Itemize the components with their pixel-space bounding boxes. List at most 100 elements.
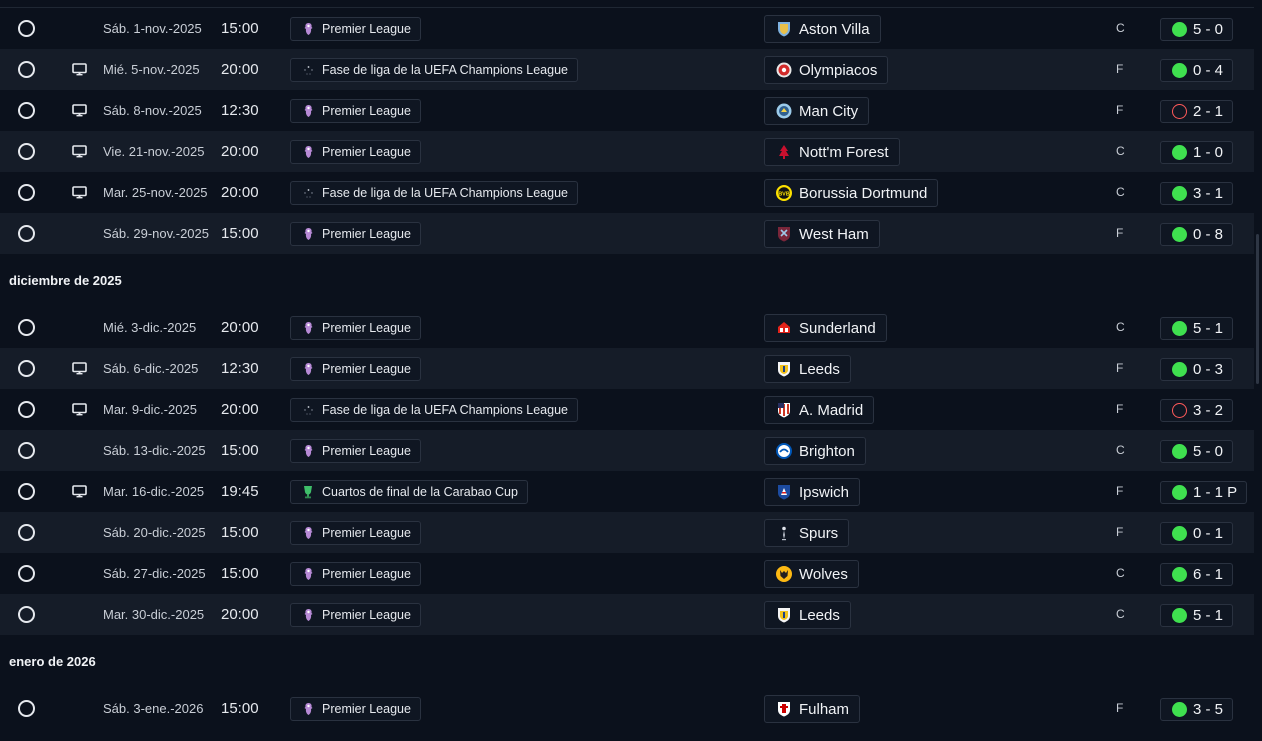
match-row[interactable]: Mar. 25-nov.-2025 20:00 Fase de liga de la… (0, 172, 1254, 213)
opponent-badge[interactable]: A. Madrid (764, 396, 875, 424)
match-row[interactable]: Mar. 9-dic.-2025 20:00 Fase de liga de la … (0, 389, 1254, 430)
venue-indicator: F (1116, 701, 1124, 715)
select-radio[interactable] (18, 184, 35, 201)
match-row[interactable]: Sáb. 29-nov.-2025 15:00 Premier League West… (0, 213, 1254, 254)
competition-badge[interactable]: Premier League (290, 521, 421, 545)
competition-badge[interactable]: Premier League (290, 562, 421, 586)
match-row[interactable]: Sáb. 13-dic.-2025 15:00 Premier League Brig… (0, 430, 1254, 471)
opponent-badge[interactable]: West Ham (764, 220, 880, 248)
match-row[interactable]: Sáb. 6-dic.-2025 12:30 Premier League Leeds… (0, 348, 1254, 389)
select-radio[interactable] (18, 524, 35, 541)
brighton-crest-icon (775, 442, 793, 460)
opponent-name: Spurs (799, 524, 839, 542)
select-radio[interactable] (18, 225, 35, 242)
select-radio[interactable] (18, 700, 35, 717)
result-badge[interactable]: 0 - 3 (1160, 358, 1234, 381)
result-badge[interactable]: 3 - 2 (1160, 399, 1234, 422)
opponent-name: Leeds (799, 606, 840, 624)
opponent-name: A. Madrid (799, 401, 864, 419)
match-date: Mié. 5-nov.-2025 (103, 62, 200, 77)
competition-badge[interactable]: Fase de liga de la UEFA Champions League (290, 398, 578, 422)
opponent-badge[interactable]: Nott'm Forest (764, 138, 900, 166)
kickoff-time: 15:00 (221, 565, 259, 582)
result-badge[interactable]: 3 - 5 (1160, 698, 1234, 721)
result-badge[interactable]: 5 - 1 (1160, 317, 1234, 340)
match-row[interactable]: Sáb. 8-nov.-2025 12:30 Premier League Man C… (0, 90, 1254, 131)
opponent-badge[interactable]: Fulham (764, 695, 861, 723)
select-radio[interactable] (18, 360, 35, 377)
match-row[interactable]: Sáb. 3-ene.-2026 15:00 Premier League Fulha… (0, 688, 1254, 729)
opponent-name: Brighton (799, 442, 855, 460)
result-badge[interactable]: 1 - 0 (1160, 141, 1234, 164)
select-radio[interactable] (18, 401, 35, 418)
spurs-crest-icon (775, 524, 793, 542)
competition-badge[interactable]: Premier League (290, 222, 421, 246)
match-score: 5 - 1 (1193, 320, 1224, 337)
select-radio[interactable] (18, 483, 35, 500)
match-row[interactable]: Sáb. 1-nov.-2025 15:00 Premier League Aston… (0, 8, 1254, 49)
competition-badge[interactable]: Premier League (290, 603, 421, 627)
opponent-badge[interactable]: Sunderland (764, 314, 887, 342)
result-badge[interactable]: 0 - 1 (1160, 522, 1234, 545)
venue-indicator: F (1116, 525, 1124, 539)
opponent-badge[interactable]: Spurs (764, 519, 850, 547)
result-badge[interactable]: 6 - 1 (1160, 563, 1234, 586)
select-radio[interactable] (18, 606, 35, 623)
competition-badge[interactable]: Premier League (290, 140, 421, 164)
win-indicator-icon (1172, 567, 1187, 582)
match-row[interactable]: Mar. 30-dic.-2025 20:00 Premier League Leed… (0, 594, 1254, 635)
match-row[interactable]: Sáb. 27-dic.-2025 15:00 Premier League Wolv… (0, 553, 1254, 594)
competition-badge[interactable]: Premier League (290, 17, 421, 41)
select-radio[interactable] (18, 61, 35, 78)
select-radio[interactable] (18, 319, 35, 336)
select-radio[interactable] (18, 143, 35, 160)
opponent-badge[interactable]: Leeds (764, 355, 851, 383)
result-badge[interactable]: 5 - 1 (1160, 604, 1234, 627)
select-radio[interactable] (18, 102, 35, 119)
opponent-badge[interactable]: Ipswich (764, 478, 861, 506)
competition-badge[interactable]: Premier League (290, 316, 421, 340)
opponent-badge[interactable]: Leeds (764, 601, 851, 629)
month-heading: diciembre de 2025 (9, 273, 122, 288)
scrollbar[interactable] (1256, 234, 1259, 384)
competition-badge[interactable]: Cuartos de final de la Carabao Cup (290, 480, 528, 504)
competition-badge[interactable]: Premier League (290, 697, 421, 721)
win-indicator-icon (1172, 145, 1187, 160)
result-badge[interactable]: 0 - 8 (1160, 223, 1234, 246)
match-row[interactable]: Mar. 16-dic.-2025 19:45 Cuartos de final d… (0, 471, 1254, 512)
opponent-badge[interactable]: BVB Borussia Dortmund (764, 179, 939, 207)
competition-badge[interactable]: Premier League (290, 99, 421, 123)
result-badge[interactable]: 2 - 1 (1160, 100, 1234, 123)
result-badge[interactable]: 1 - 1 P (1160, 481, 1248, 504)
match-row[interactable]: Sáb. 20-dic.-2025 15:00 Premier League Spur… (0, 512, 1254, 553)
opponent-badge[interactable]: Olympiacos (764, 56, 889, 84)
match-row[interactable]: Mié. 3-dic.-2025 20:00 Premier League Sunde… (0, 307, 1254, 348)
result-badge[interactable]: 5 - 0 (1160, 18, 1234, 41)
kickoff-time: 15:00 (221, 442, 259, 459)
svg-text:BVB: BVB (778, 191, 790, 197)
competition-badge[interactable]: Premier League (290, 439, 421, 463)
result-badge[interactable]: 0 - 4 (1160, 59, 1234, 82)
competition-badge[interactable]: Premier League (290, 357, 421, 381)
result-badge[interactable]: 3 - 1 (1160, 182, 1234, 205)
select-radio[interactable] (18, 565, 35, 582)
match-row[interactable]: Vie. 21-nov.-2025 20:00 Premier League Nott… (0, 131, 1254, 172)
competition-badge[interactable]: Fase de liga de la UEFA Champions League (290, 58, 578, 82)
competition-badge[interactable]: Fase de liga de la UEFA Champions League (290, 181, 578, 205)
opponent-badge[interactable]: Aston Villa (764, 15, 881, 43)
select-radio[interactable] (18, 442, 35, 459)
venue-indicator: C (1116, 144, 1125, 158)
select-radio[interactable] (18, 20, 35, 37)
match-score: 5 - 0 (1193, 21, 1224, 38)
competition-label: Premier League (322, 104, 411, 118)
venue-indicator: C (1116, 185, 1125, 199)
result-badge[interactable]: 5 - 0 (1160, 440, 1234, 463)
opponent-badge[interactable]: Brighton (764, 437, 866, 465)
match-row[interactable]: Mié. 5-nov.-2025 20:00 Fase de liga de la … (0, 49, 1254, 90)
competition-label: Fase de liga de la UEFA Champions League (322, 186, 568, 200)
tv-icon (72, 403, 87, 416)
match-date: Sáb. 13-dic.-2025 (103, 443, 206, 458)
opponent-badge[interactable]: Man City (764, 97, 870, 125)
opponent-badge[interactable]: Wolves (764, 560, 859, 588)
premier-league-icon (301, 104, 315, 118)
